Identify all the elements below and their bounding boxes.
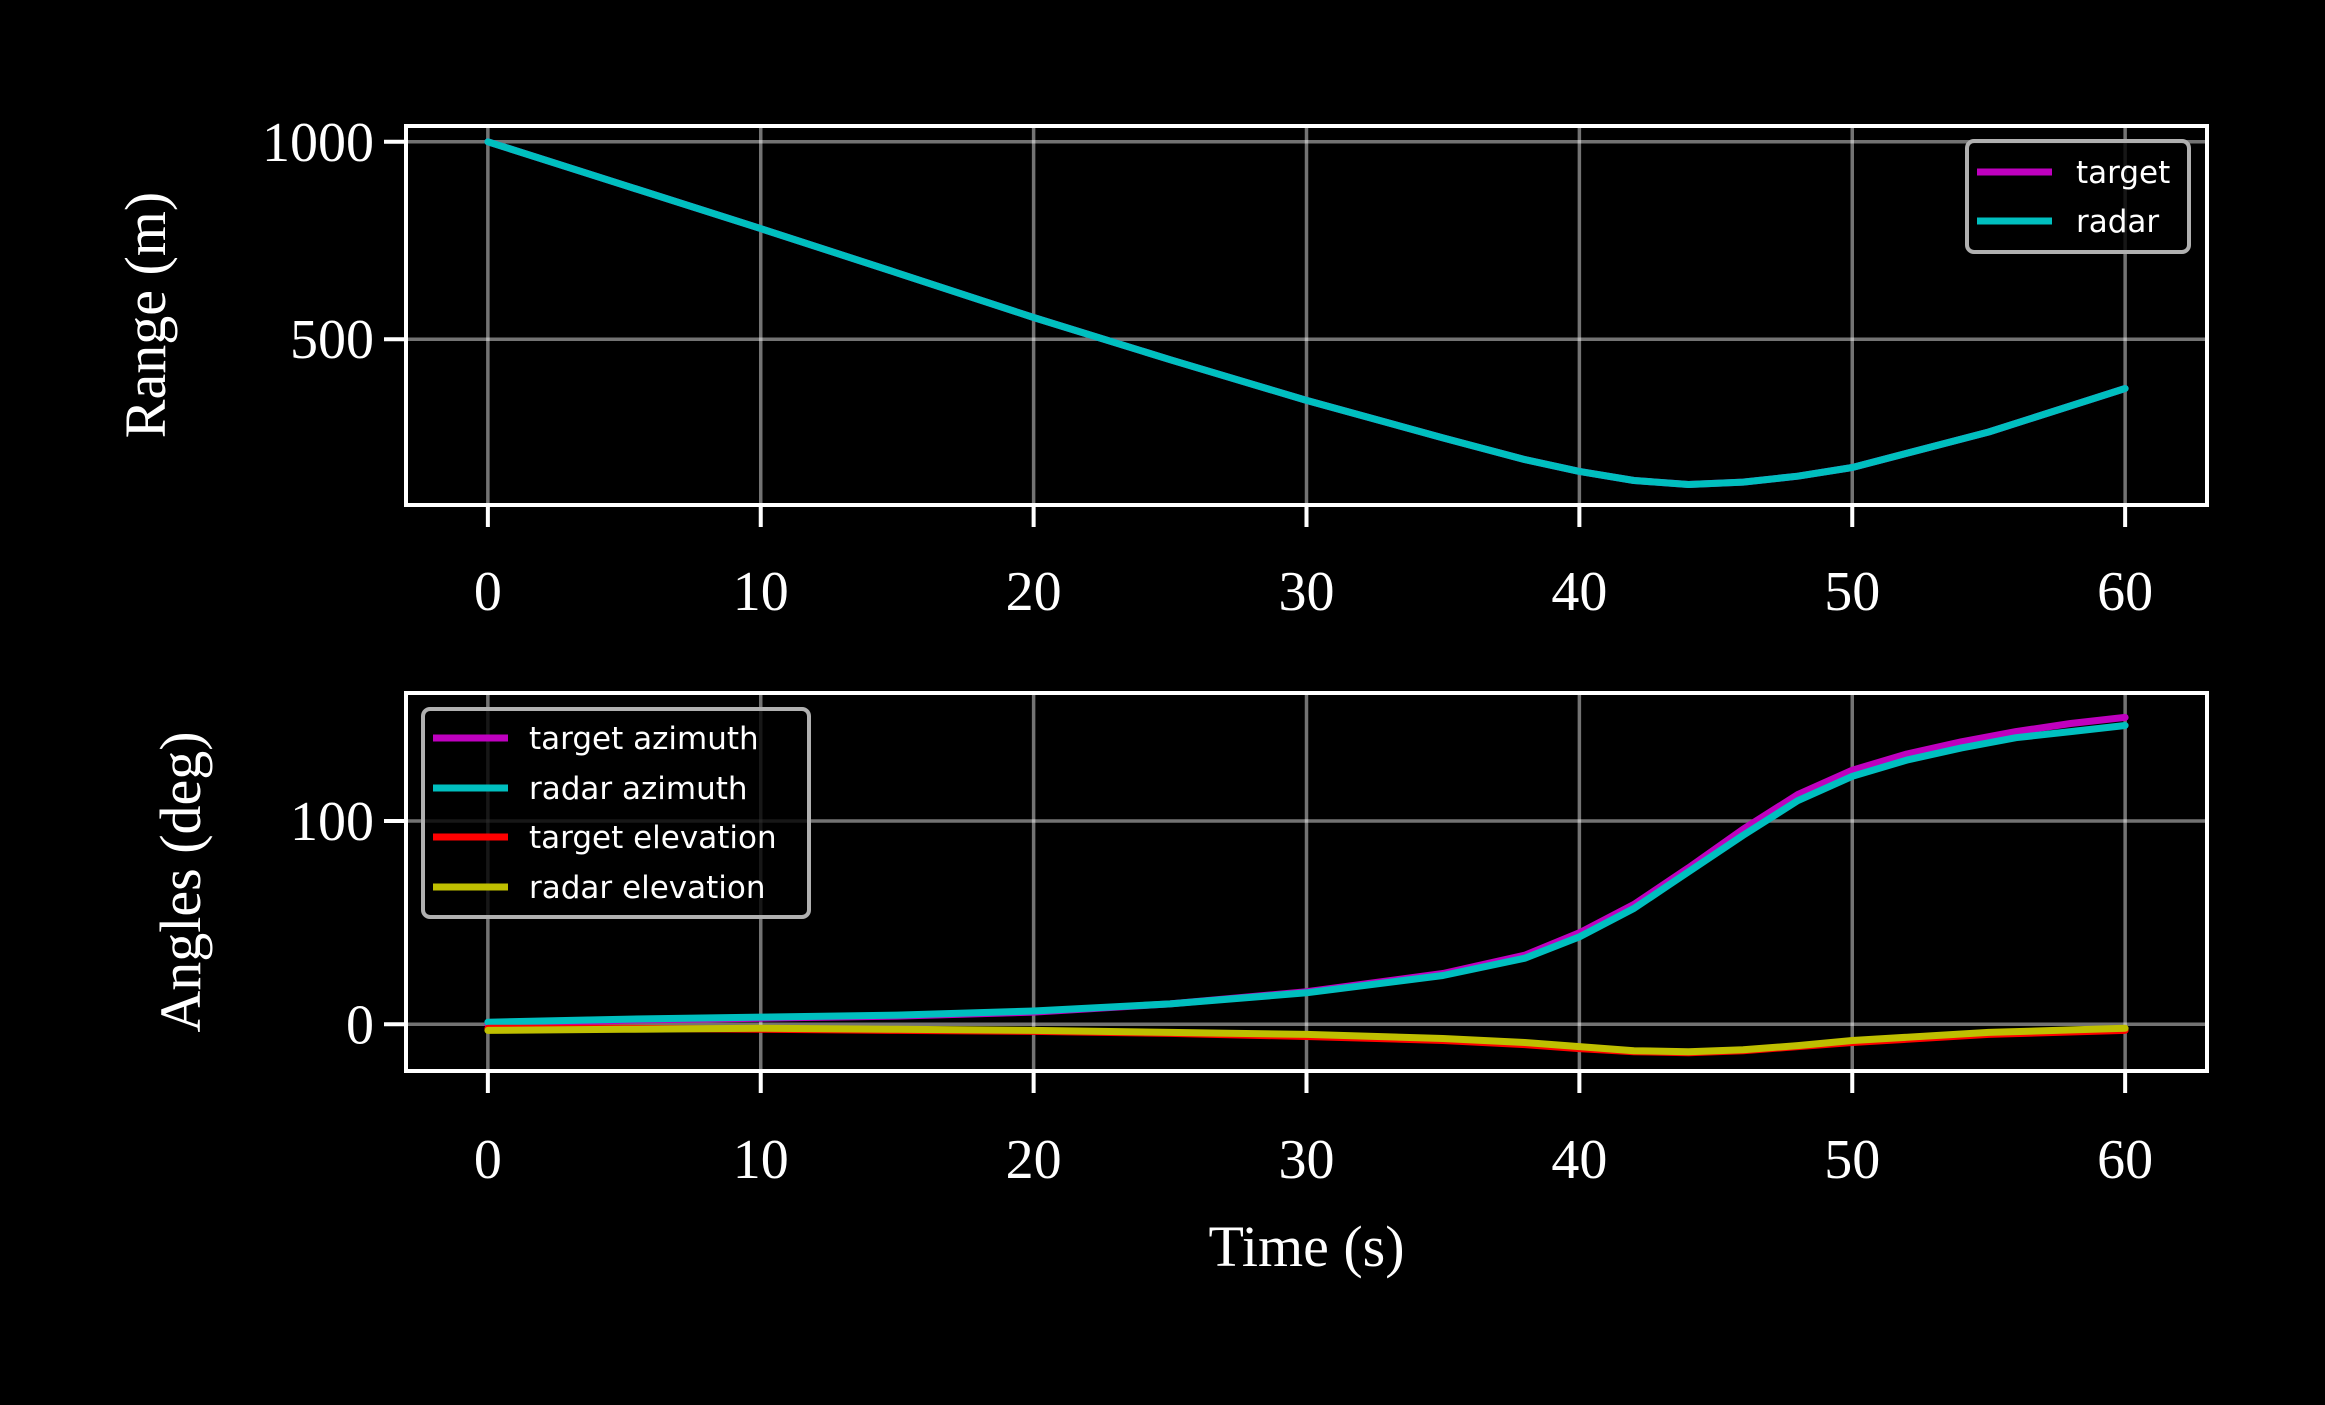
angles-legend-box <box>421 707 811 919</box>
angles-y-axis-label: Angles (deg) <box>148 731 213 1032</box>
angles-x-tick-label: 10 <box>733 1129 789 1191</box>
target-azimuth-legend-label: target azimuth <box>529 721 759 757</box>
radar-line <box>484 138 2129 488</box>
angles-x-tick-label: 20 <box>1006 1129 1062 1191</box>
radar-azimuth-legend-label: radar azimuth <box>529 771 748 807</box>
target-elevation-legend-label: target elevation <box>529 820 777 856</box>
range-ticks: 0 10 20 30 40 50 60 500 1000 <box>262 112 2153 623</box>
range-y-tick-label: 1000 <box>262 112 374 174</box>
angles-x-tick-label: 50 <box>1824 1129 1880 1191</box>
range-x-tick-label: 10 <box>733 561 789 623</box>
range-y-tick-label: 500 <box>290 309 374 371</box>
range-x-tick-label: 20 <box>1006 561 1062 623</box>
radar-azimuth-line <box>484 722 2129 1026</box>
radar-elevation-legend-label: radar elevation <box>529 870 766 906</box>
radar-elevation-line <box>484 1024 2129 1056</box>
range-series <box>484 138 2129 488</box>
range-x-tick-label: 40 <box>1551 561 1607 623</box>
range-x-tick-label: 30 <box>1279 561 1335 623</box>
angles-ticks: 0 10 20 30 40 50 60 0 100 <box>290 791 2153 1191</box>
range-y-axis-label: Range (m) <box>113 192 178 438</box>
range-x-tick-label: 50 <box>1824 561 1880 623</box>
angles-y-tick-label: 0 <box>346 994 374 1056</box>
angles-y-tick-label: 100 <box>290 791 374 853</box>
angles-series <box>484 713 2129 1057</box>
range-chart: 0 10 20 30 40 50 60 500 1000 Range (m) target rad… <box>113 112 2209 623</box>
angles-x-tick-label: 30 <box>1279 1129 1335 1191</box>
angles-x-tick-label: 40 <box>1551 1129 1607 1191</box>
radar-legend-label: radar <box>2076 204 2159 240</box>
angles-x-tick-label: 60 <box>2097 1129 2153 1191</box>
angles-legend: target azimuth radar azimuth target elevat… <box>421 707 811 919</box>
range-x-tick-label: 60 <box>2097 561 2153 623</box>
range-legend: target radar <box>1965 139 2191 254</box>
time-x-axis-label: Time (s) <box>1208 1214 1404 1279</box>
angles-x-tick-label: 0 <box>474 1129 502 1191</box>
range-x-tick-label: 0 <box>474 561 502 623</box>
target-legend-label: target <box>2076 155 2170 191</box>
